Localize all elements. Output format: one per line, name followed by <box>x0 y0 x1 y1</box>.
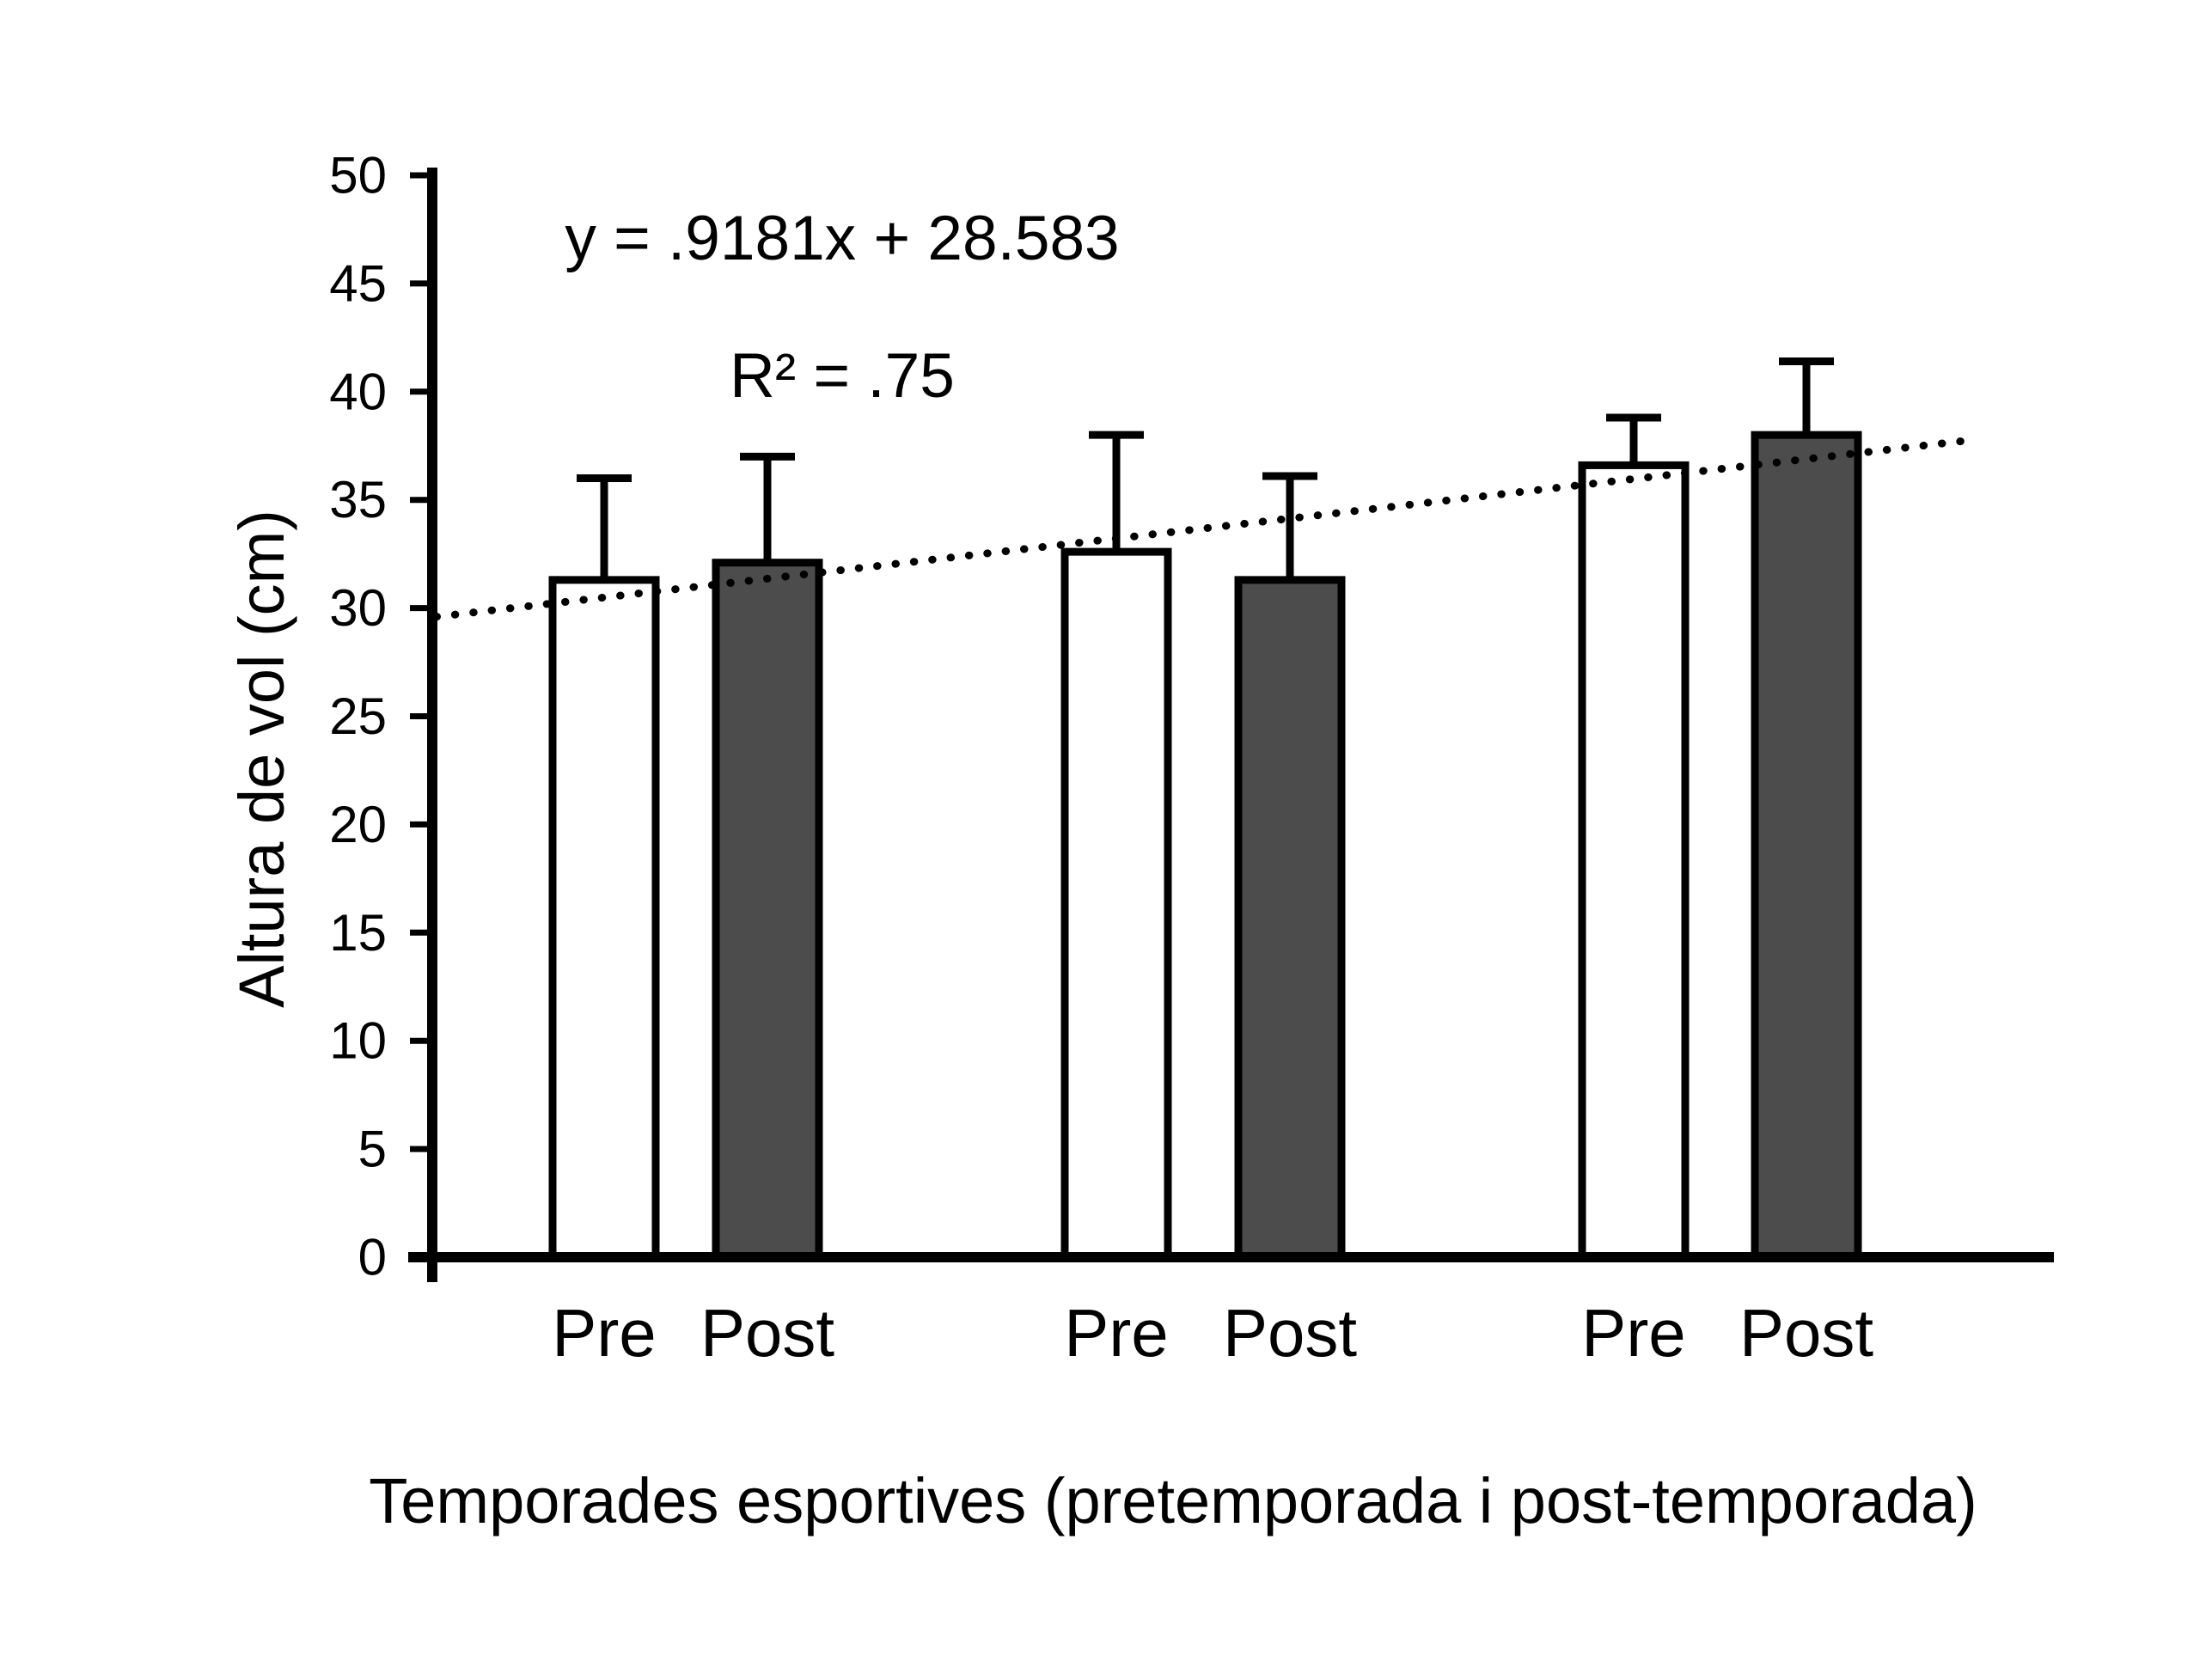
y-tick-label-45: 45 <box>329 254 387 312</box>
y-axis-title: Altura de vol (cm) <box>226 510 297 1008</box>
y-tick-label-35: 35 <box>329 471 387 528</box>
bar-season1-post <box>712 559 823 1262</box>
bar-season2-pre <box>1060 547 1172 1262</box>
bar-label-season3-pre: Pre <box>1581 1295 1685 1371</box>
bar-label-season1-pre: Pre <box>552 1295 656 1371</box>
y-tick-label-15: 15 <box>329 904 387 962</box>
bar-season1-pre <box>548 576 660 1262</box>
y-tick-label-10: 10 <box>329 1012 387 1070</box>
y-tick-label-30: 30 <box>329 579 387 637</box>
y-tick-label-25: 25 <box>329 687 387 745</box>
bar-season2-post <box>1234 576 1346 1262</box>
bar-season3-pre <box>1578 461 1690 1262</box>
trendline-r-squared: R² = .75 <box>730 341 955 411</box>
bar-label-season2-post: Post <box>1223 1295 1357 1371</box>
x-axis-title: Temporades esportives (pretemporada i po… <box>369 1465 1977 1536</box>
x-labels-layer: Pre Post Pre Post Pre Post <box>552 1295 1873 1371</box>
trendline-equation: y = .9181x + 28.583 <box>565 204 1119 273</box>
bar-season3-post <box>1751 431 1862 1262</box>
trendline-layer <box>432 435 1983 621</box>
y-tick-label-5: 5 <box>358 1121 387 1178</box>
y-ticks-layer: 0 5 10 15 20 25 30 35 40 45 50 <box>329 147 432 1286</box>
y-tick-label-20: 20 <box>329 796 387 853</box>
bars-layer <box>548 431 1862 1262</box>
y-tick-label-50: 50 <box>329 147 387 205</box>
error-bars-layer <box>577 357 1834 580</box>
trendline-dotted <box>432 435 1983 621</box>
y-tick-label-0: 0 <box>358 1229 387 1286</box>
bar-label-season2-pre: Pre <box>1064 1295 1168 1371</box>
bar-label-season1-post: Post <box>700 1295 834 1371</box>
y-tick-label-40: 40 <box>329 363 387 420</box>
bar-label-season3-post: Post <box>1739 1295 1873 1371</box>
